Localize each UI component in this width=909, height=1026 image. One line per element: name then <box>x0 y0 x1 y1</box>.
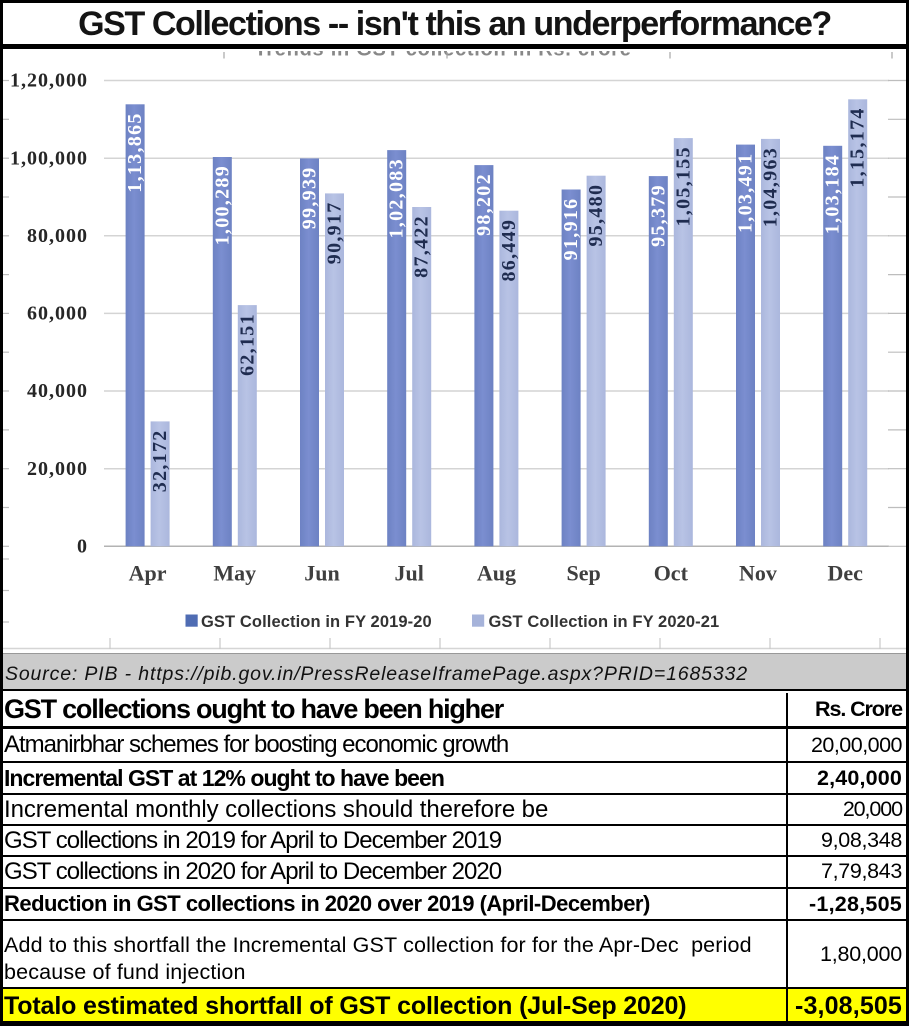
svg-text:80,000: 80,000 <box>27 225 88 247</box>
svg-text:90,917: 90,917 <box>324 201 346 264</box>
svg-text:32,172: 32,172 <box>149 429 171 492</box>
svg-text:1,00,000: 1,00,000 <box>10 147 88 169</box>
svg-text:1,03,491: 1,03,491 <box>735 153 757 233</box>
svg-text:GST Collection in FY 2020-21: GST Collection in FY 2020-21 <box>489 613 720 631</box>
svg-text:Sep: Sep <box>566 560 600 585</box>
svg-text:62,151: 62,151 <box>236 313 258 376</box>
svg-text:Aug: Aug <box>477 560 516 585</box>
svg-text:0: 0 <box>77 536 88 558</box>
svg-text:86,449: 86,449 <box>498 219 520 282</box>
svg-text:95,480: 95,480 <box>585 184 607 247</box>
svg-text:May: May <box>213 560 256 585</box>
svg-text:1,05,155: 1,05,155 <box>672 146 694 226</box>
svg-text:1,13,865: 1,13,865 <box>124 112 146 192</box>
svg-text:1,00,289: 1,00,289 <box>211 165 233 245</box>
svg-text:60,000: 60,000 <box>27 303 88 325</box>
svg-text:Oct: Oct <box>654 560 689 585</box>
svg-text:GST Collection in FY 2019-20: GST Collection in FY 2019-20 <box>201 613 432 631</box>
svg-text:1,20,000: 1,20,000 <box>10 70 88 92</box>
svg-text:40,000: 40,000 <box>27 380 88 402</box>
svg-text:1,03,184: 1,03,184 <box>822 154 844 234</box>
svg-text:Nov: Nov <box>739 560 777 585</box>
svg-text:95,379: 95,379 <box>647 184 669 247</box>
svg-text:1,04,963: 1,04,963 <box>760 147 782 227</box>
svg-text:Jul: Jul <box>395 560 424 585</box>
svg-text:87,422: 87,422 <box>411 215 433 278</box>
svg-text:Apr: Apr <box>129 560 167 585</box>
svg-text:91,916: 91,916 <box>560 198 582 261</box>
svg-text:99,939: 99,939 <box>299 166 321 229</box>
svg-text:Trends in GST collection in Rs: Trends in GST collection in Rs. crore <box>254 51 631 61</box>
svg-text:98,202: 98,202 <box>473 173 495 236</box>
svg-text:1,02,083: 1,02,083 <box>386 158 408 238</box>
svg-text:1,15,174: 1,15,174 <box>847 107 869 187</box>
svg-text:20,000: 20,000 <box>27 458 88 480</box>
svg-text:Jun: Jun <box>304 560 339 585</box>
svg-text:Dec: Dec <box>827 560 863 585</box>
